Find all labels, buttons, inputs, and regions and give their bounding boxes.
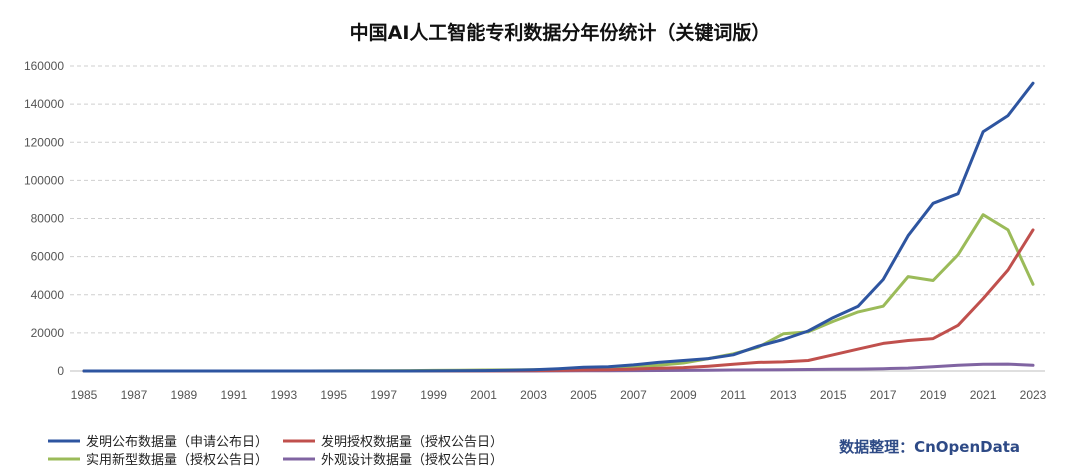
gridlines [70, 65, 1045, 372]
chart-title: 中国AI人工智能专利数据分年份统计（关键词版） [350, 21, 771, 44]
legend-label-2: 发明授权数据量（授权公告日） [321, 434, 503, 450]
x-tick-label: 2011 [720, 388, 746, 402]
x-tick-label: 2003 [520, 388, 547, 402]
x-tick-label: 1993 [270, 388, 297, 402]
x-tick-label: 1989 [171, 388, 198, 402]
y-tick-label: 120000 [24, 135, 64, 149]
x-tick-label: 1987 [121, 388, 148, 402]
y-tick-label: 60000 [31, 250, 65, 264]
x-tick-label: 2009 [670, 388, 697, 402]
x-tick-label: 1985 [71, 388, 98, 402]
legend-label-3: 实用新型数据量（授权公告日） [86, 452, 268, 468]
series-line-1 [82, 81, 1035, 373]
series-line-2 [82, 228, 1035, 373]
x-tick-label: 2001 [470, 388, 497, 402]
y-tick-label: 140000 [24, 97, 64, 111]
legend-label-1: 发明公布数据量（申请公布日） [86, 434, 268, 450]
x-tick-label: 1991 [220, 388, 247, 402]
source-note: 数据整理：CnOpenData [839, 438, 1020, 456]
y-axis-ticks: 0 20000 40000 60000 80000 100000 120000 140000 1… [24, 59, 64, 378]
series-lines [82, 81, 1035, 373]
x-tick-label: 2005 [570, 388, 597, 402]
x-tick-label: 2019 [920, 388, 947, 402]
x-tick-label: 2015 [820, 388, 847, 402]
legend-label-4: 外观设计数据量（授权公告日） [321, 452, 503, 468]
x-axis-ticks: 1985 1987 1989 1991 1993 1995 1997 1999 2001 2003… [71, 388, 1047, 402]
x-tick-label: 1999 [420, 388, 447, 402]
y-tick-label: 40000 [31, 288, 65, 302]
x-tick-label: 2017 [870, 388, 897, 402]
x-tick-label: 2007 [620, 388, 647, 402]
y-tick-label: 100000 [24, 173, 64, 187]
x-tick-label: 1995 [320, 388, 347, 402]
x-tick-label: 2021 [970, 388, 997, 402]
x-tick-label: 2023 [1020, 388, 1047, 402]
y-tick-label: 160000 [24, 59, 64, 73]
y-tick-label: 80000 [31, 212, 65, 226]
y-tick-label: 0 [57, 364, 64, 378]
series-line-3 [82, 213, 1035, 373]
legend: 发明公布数据量（申请公布日） 发明授权数据量（授权公告日） 实用新型数据量（授权公告… [48, 434, 503, 468]
x-tick-label: 2013 [770, 388, 797, 402]
x-tick-label: 1997 [370, 388, 397, 402]
y-tick-label: 20000 [31, 326, 65, 340]
